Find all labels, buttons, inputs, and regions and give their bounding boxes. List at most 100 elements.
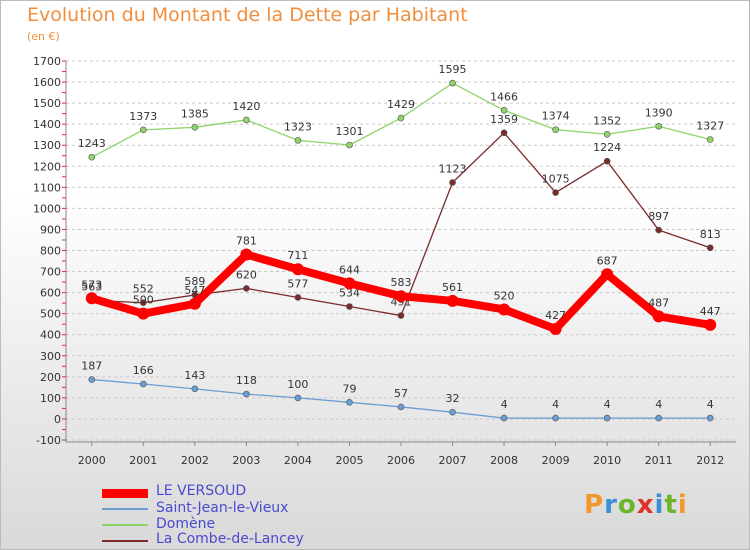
data-label-domene: 1595 bbox=[439, 63, 467, 76]
data-point-le-versoud bbox=[343, 277, 356, 290]
data-label-saint-jean-le-vieux: 143 bbox=[184, 369, 205, 382]
data-point-domene bbox=[706, 136, 714, 143]
data-point-saint-jean-le-vieux bbox=[603, 414, 611, 422]
data-label-la-combe-de-lancey: 1075 bbox=[542, 173, 570, 186]
logo-letter: o bbox=[617, 490, 637, 520]
data-point-le-versoud bbox=[549, 323, 562, 336]
data-point-saint-jean-le-vieux bbox=[88, 376, 96, 383]
data-label-le-versoud: 520 bbox=[494, 289, 515, 302]
data-label-saint-jean-le-vieux: 4 bbox=[501, 398, 508, 411]
data-label-domene: 1429 bbox=[387, 98, 415, 111]
x-tick-label: 2006 bbox=[387, 454, 415, 467]
data-point-la-combe-de-lancey bbox=[552, 189, 559, 196]
data-point-domene bbox=[346, 141, 353, 149]
data-label-la-combe-de-lancey: 1359 bbox=[490, 113, 518, 126]
y-tick-label: 1600 bbox=[33, 76, 61, 89]
logo-letter: r bbox=[604, 490, 618, 520]
x-tick-label: 2001 bbox=[129, 454, 157, 467]
data-point-domene bbox=[243, 116, 250, 124]
data-point-saint-jean-le-vieux bbox=[294, 394, 302, 402]
y-tick-label: 500 bbox=[40, 308, 61, 321]
data-point-la-combe-de-lancey bbox=[243, 285, 250, 292]
data-label-la-combe-de-lancey: 620 bbox=[236, 268, 257, 281]
y-tick-label: 400 bbox=[40, 329, 61, 342]
y-tick-label: -100 bbox=[36, 434, 61, 447]
data-point-le-versoud bbox=[704, 318, 717, 331]
y-tick-label: 0 bbox=[54, 413, 61, 426]
y-tick-label: 1700 bbox=[33, 55, 61, 68]
x-tick-label: 2009 bbox=[542, 454, 570, 467]
data-point-domene bbox=[449, 79, 456, 87]
data-point-domene bbox=[603, 130, 611, 138]
data-label-la-combe-de-lancey: 897 bbox=[648, 210, 669, 223]
x-tick-label: 2008 bbox=[490, 454, 518, 467]
data-point-le-versoud bbox=[240, 248, 253, 261]
legend-swatch-saint-jean-le-vieux bbox=[102, 508, 148, 510]
data-label-le-versoud: 547 bbox=[184, 284, 205, 297]
legend-swatch-la-combe-de-lancey bbox=[102, 540, 148, 542]
data-label-la-combe-de-lancey: 577 bbox=[287, 277, 308, 290]
logo-letter: P bbox=[584, 490, 605, 520]
x-tick-label: 2000 bbox=[78, 454, 106, 467]
data-label-domene: 1390 bbox=[645, 106, 673, 119]
data-point-saint-jean-le-vieux bbox=[397, 403, 405, 411]
data-point-saint-jean-le-vieux bbox=[706, 414, 714, 422]
data-point-domene bbox=[500, 106, 508, 114]
data-point-la-combe-de-lancey bbox=[140, 299, 147, 307]
data-label-domene: 1323 bbox=[284, 120, 312, 133]
data-label-saint-jean-le-vieux: 118 bbox=[236, 374, 257, 387]
data-point-domene bbox=[294, 137, 302, 144]
data-label-le-versoud: 427 bbox=[545, 309, 566, 322]
data-label-saint-jean-le-vieux: 4 bbox=[604, 398, 611, 411]
y-tick-label: 200 bbox=[40, 371, 61, 384]
data-label-le-versoud: 711 bbox=[287, 249, 308, 262]
data-point-saint-jean-le-vieux bbox=[140, 380, 147, 388]
data-label-le-versoud: 781 bbox=[236, 235, 257, 248]
data-label-le-versoud: 687 bbox=[597, 254, 618, 267]
logo-letter: t bbox=[664, 490, 678, 520]
y-tick-label: 1200 bbox=[33, 160, 61, 173]
data-point-le-versoud bbox=[652, 310, 665, 323]
y-tick-label: 900 bbox=[40, 223, 61, 236]
y-tick-label: 100 bbox=[40, 392, 61, 405]
chart-subtitle: (en €) bbox=[27, 30, 60, 43]
data-point-le-versoud bbox=[188, 297, 201, 310]
data-label-domene: 1466 bbox=[490, 90, 518, 103]
data-point-le-versoud bbox=[498, 303, 511, 316]
legend-label-domene: Domène bbox=[156, 516, 216, 532]
data-label-saint-jean-le-vieux: 79 bbox=[342, 382, 356, 395]
x-tick-label: 2012 bbox=[696, 454, 724, 467]
y-tick-label: 1500 bbox=[33, 97, 61, 110]
data-point-le-versoud bbox=[395, 290, 407, 303]
data-point-le-versoud bbox=[291, 263, 304, 276]
logo-letter: i bbox=[677, 490, 688, 520]
data-label-domene: 1373 bbox=[129, 110, 157, 123]
y-tick-label: 700 bbox=[40, 266, 61, 279]
data-label-saint-jean-le-vieux: 166 bbox=[133, 364, 154, 377]
data-label-domene: 1420 bbox=[232, 100, 260, 113]
x-tick-label: 2003 bbox=[232, 454, 260, 467]
data-point-domene bbox=[552, 126, 559, 133]
x-tick-label: 2010 bbox=[593, 454, 621, 467]
legend-label-la-combe-de-lancey: La Combe-de-Lancey bbox=[156, 531, 304, 547]
x-tick-label: 2011 bbox=[645, 454, 673, 467]
legend-swatch-le-versoud bbox=[102, 489, 148, 498]
data-point-le-versoud bbox=[601, 268, 614, 281]
data-point-domene bbox=[88, 153, 96, 161]
data-label-la-combe-de-lancey: 1224 bbox=[593, 141, 621, 154]
data-point-saint-jean-le-vieux bbox=[191, 385, 199, 393]
data-label-domene: 1385 bbox=[181, 107, 209, 120]
y-tick-label: 1300 bbox=[33, 139, 61, 152]
data-label-saint-jean-le-vieux: 100 bbox=[287, 378, 308, 391]
data-label-le-versoud: 500 bbox=[133, 294, 154, 307]
data-point-la-combe-de-lancey bbox=[294, 294, 302, 301]
x-tick-label: 2004 bbox=[284, 454, 312, 467]
data-point-saint-jean-le-vieux bbox=[346, 399, 353, 406]
proxiti-logo: Proxiti bbox=[584, 490, 688, 520]
data-point-la-combe-de-lancey bbox=[500, 129, 508, 137]
data-label-saint-jean-le-vieux: 4 bbox=[552, 398, 559, 411]
data-label-saint-jean-le-vieux: 57 bbox=[394, 387, 408, 400]
y-tick-label: 600 bbox=[40, 287, 61, 300]
